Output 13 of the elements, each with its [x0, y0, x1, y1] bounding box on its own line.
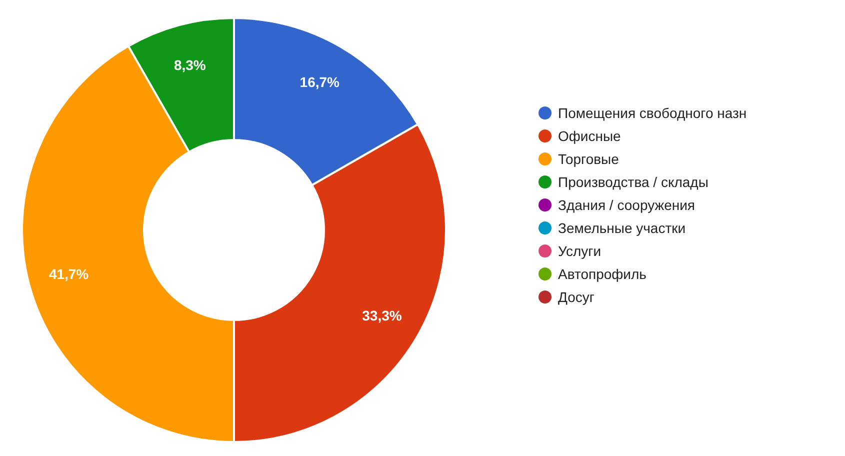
legend-label: Помещения свободного назн: [558, 105, 747, 121]
data-label: 33,3%: [362, 308, 402, 324]
data-label: 8,3%: [174, 56, 206, 73]
legend-label: Торговые: [558, 151, 620, 167]
data-label: 41,7%: [48, 266, 90, 282]
legend-label: Земельные участки: [558, 220, 686, 236]
legend-label: Офисные: [558, 128, 622, 144]
legend-label: Услуги: [558, 243, 602, 259]
legend-label: Досуг: [558, 289, 595, 305]
data-label: 16,7%: [300, 74, 340, 90]
legend-label: Здания / сооружения: [558, 197, 696, 213]
legend-label: Производства / склады: [558, 174, 708, 190]
legend-label: Автопрофиль: [558, 266, 646, 282]
